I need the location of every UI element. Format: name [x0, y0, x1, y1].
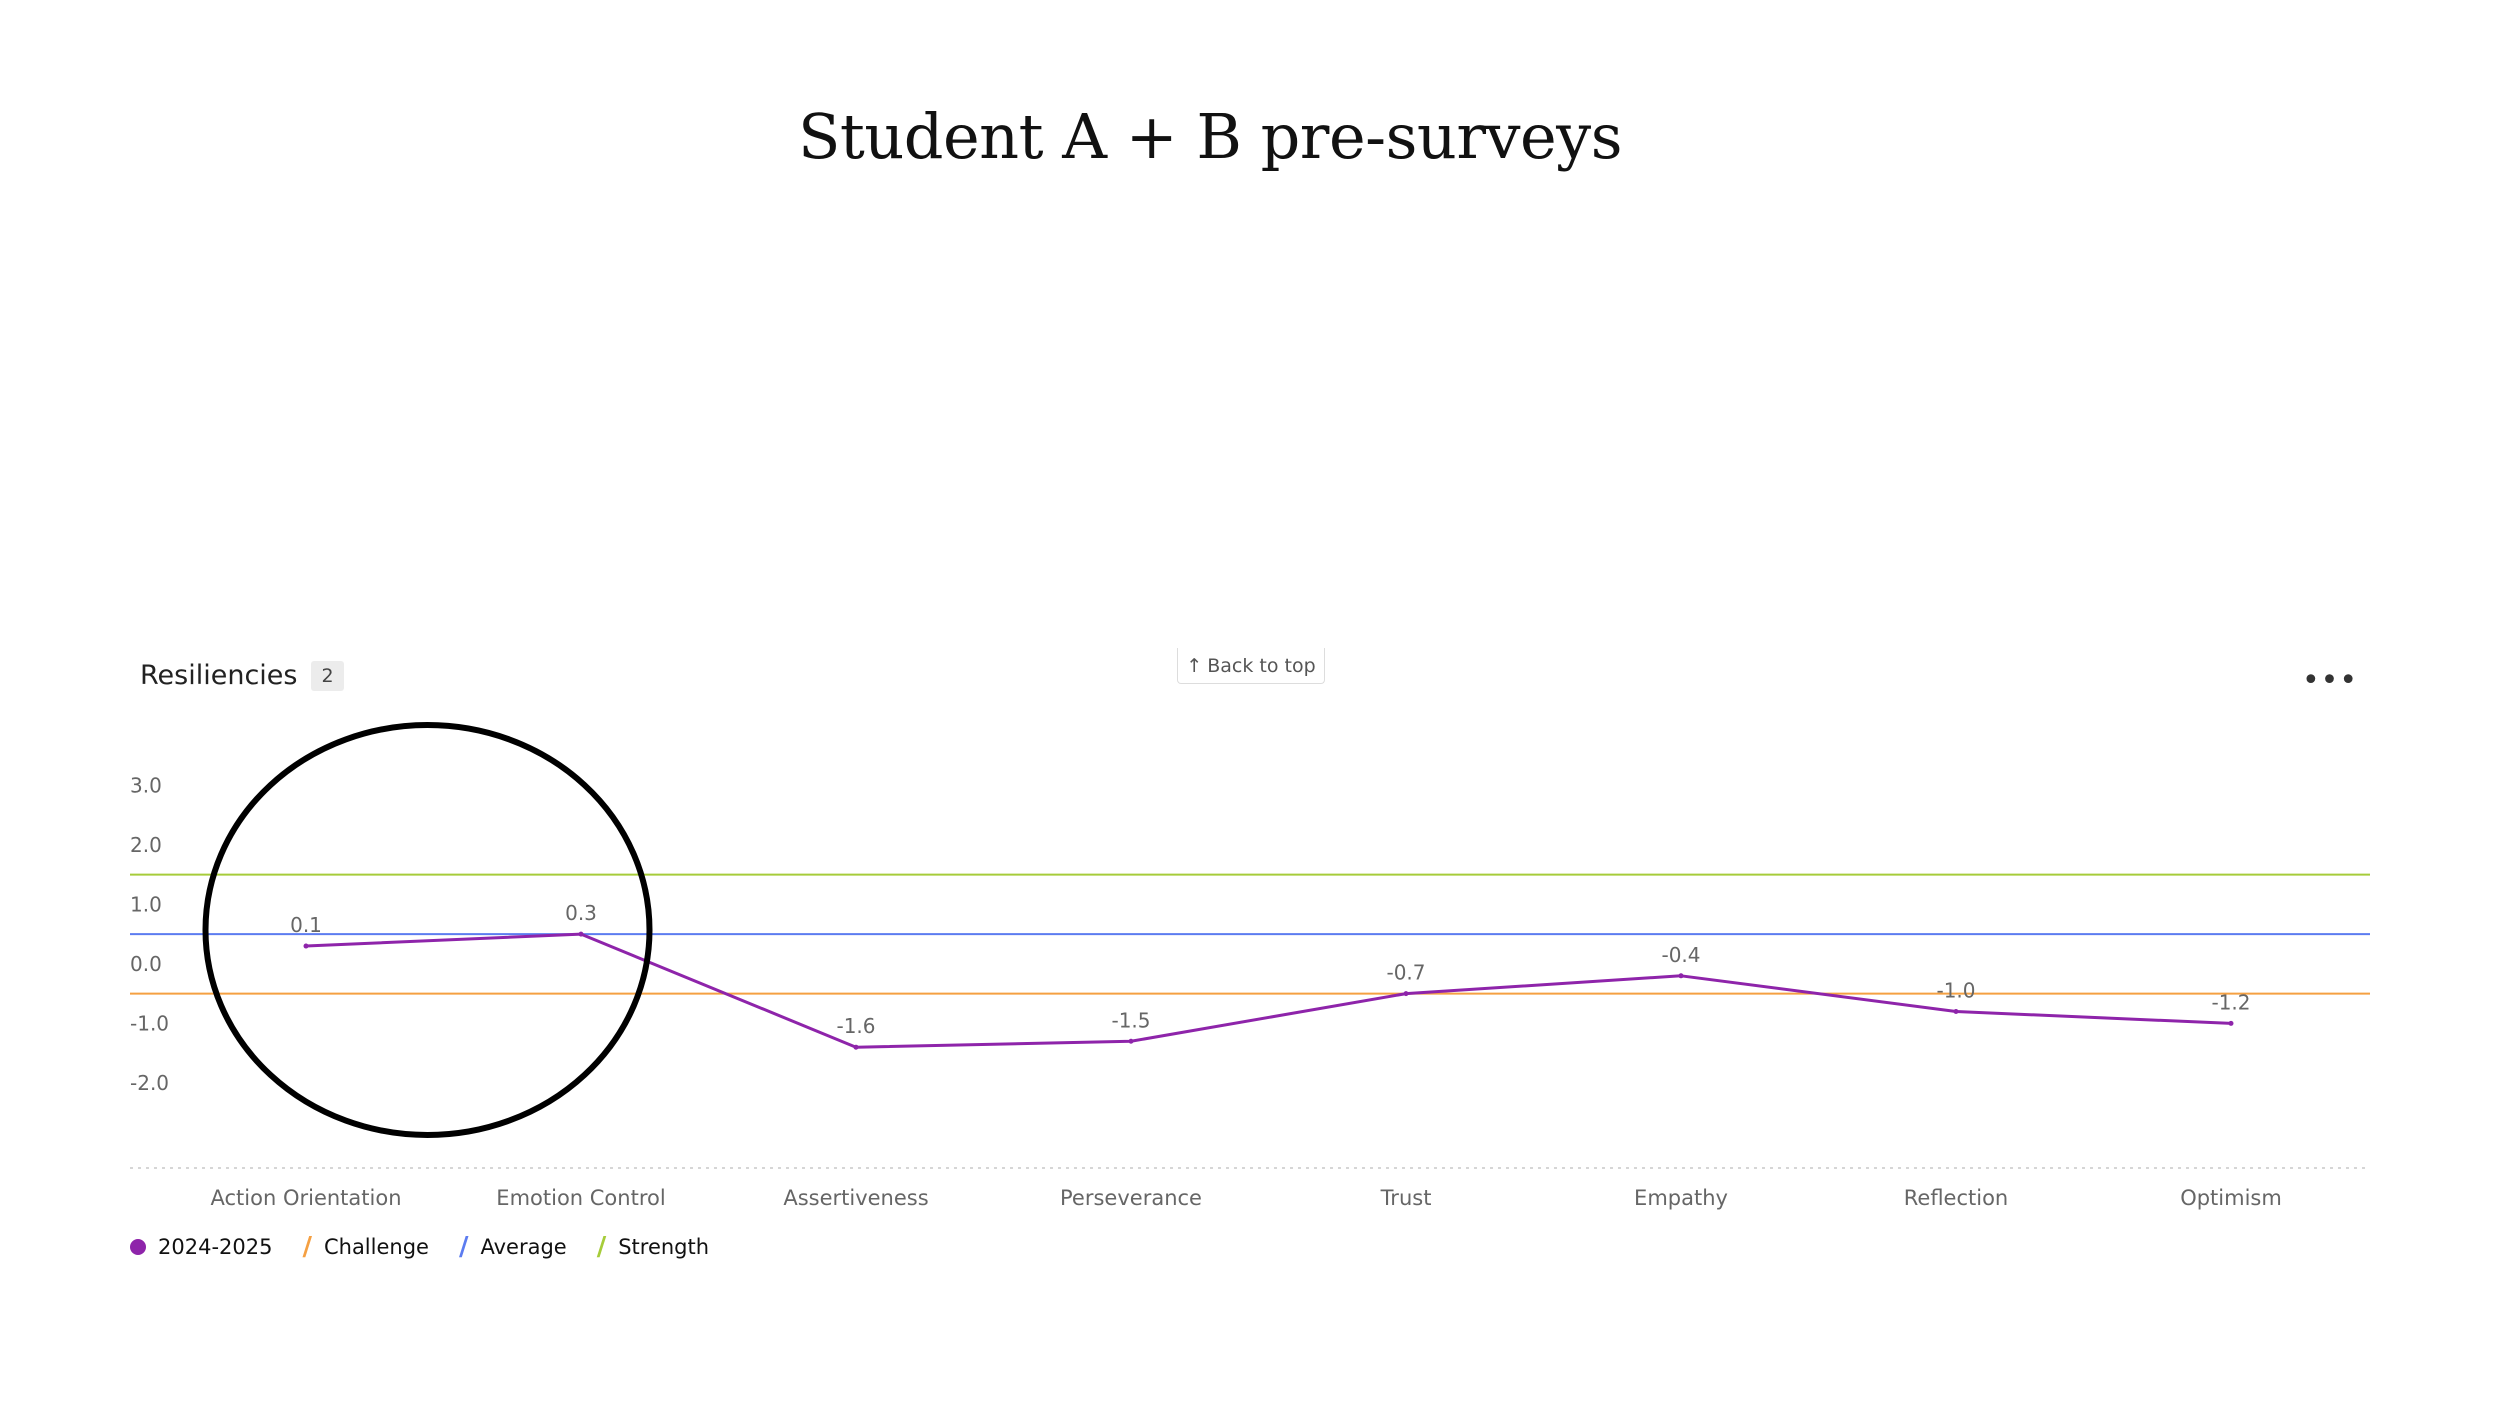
data-label: -1.6 [836, 1014, 875, 1038]
data-point [1403, 991, 1409, 997]
series-line [304, 932, 2233, 1049]
y-tick-label: 0.0 [130, 952, 162, 976]
x-tick-label: Assertiveness [783, 1186, 928, 1210]
arrow-up-icon: ↑ [1186, 654, 1203, 677]
data-label: 0.1 [290, 913, 322, 937]
data-label: -0.7 [1386, 961, 1425, 985]
chart-legend: 2024-2025 / Challenge / Average / Streng… [130, 1234, 709, 1260]
data-point [578, 931, 584, 937]
count-badge: 2 [311, 660, 344, 691]
more-options-button[interactable]: ••• [2302, 662, 2357, 698]
data-label: -1.2 [2211, 990, 2250, 1014]
x-tick-label: Perseverance [1060, 1186, 1202, 1210]
legend-label-strength: Strength [618, 1235, 710, 1259]
data-point [1128, 1038, 1134, 1044]
legend-item-challenge[interactable]: / Challenge [302, 1234, 429, 1260]
legend-dot-icon [130, 1239, 146, 1255]
data-label: -1.5 [1111, 1008, 1150, 1032]
y-tick-label: 2.0 [130, 833, 162, 857]
data-label: -0.4 [1661, 943, 1700, 967]
x-tick-label: Empathy [1634, 1186, 1728, 1210]
y-tick-label: -1.0 [130, 1012, 169, 1036]
legend-slash-icon: / [458, 1232, 469, 1262]
y-tick-label: -2.0 [130, 1071, 169, 1095]
annotation-circle [202, 722, 653, 1138]
data-point [2228, 1020, 2234, 1026]
y-tick-label: 3.0 [130, 774, 162, 798]
data-point [1953, 1009, 1959, 1014]
data-label: 0.3 [565, 901, 597, 925]
data-label: -1.0 [1936, 979, 1975, 1003]
legend-label-average: Average [480, 1235, 567, 1259]
x-tick-label: Emotion Control [496, 1186, 665, 1210]
legend-slash-icon: / [596, 1232, 607, 1262]
x-tick-label: Reflection [1904, 1186, 2009, 1210]
y-tick-label: 1.0 [130, 893, 162, 917]
legend-item-average[interactable]: / Average [459, 1234, 567, 1260]
slide-title: Student A + B pre-surveys [797, 100, 1623, 173]
data-point [1678, 973, 1684, 979]
data-point [853, 1044, 859, 1050]
back-to-top-label: Back to top [1207, 654, 1316, 677]
x-tick-label: Trust [1380, 1186, 1432, 1210]
card-header: Resiliencies 2 [140, 660, 344, 691]
x-tick-label: Action Orientation [211, 1186, 402, 1210]
legend-label-series: 2024-2025 [158, 1235, 273, 1259]
card-title: Resiliencies [140, 660, 298, 691]
legend-item-strength[interactable]: / Strength [597, 1234, 709, 1260]
more-dots-icon: ••• [2301, 662, 2359, 698]
legend-item-series[interactable]: 2024-2025 [130, 1235, 272, 1259]
legend-label-challenge: Challenge [323, 1235, 429, 1259]
data-point [303, 943, 309, 949]
back-to-top-button[interactable]: ↑ Back to top [1177, 648, 1325, 684]
legend-slash-icon: / [302, 1232, 312, 1262]
x-tick-label: Optimism [2180, 1186, 2282, 1210]
